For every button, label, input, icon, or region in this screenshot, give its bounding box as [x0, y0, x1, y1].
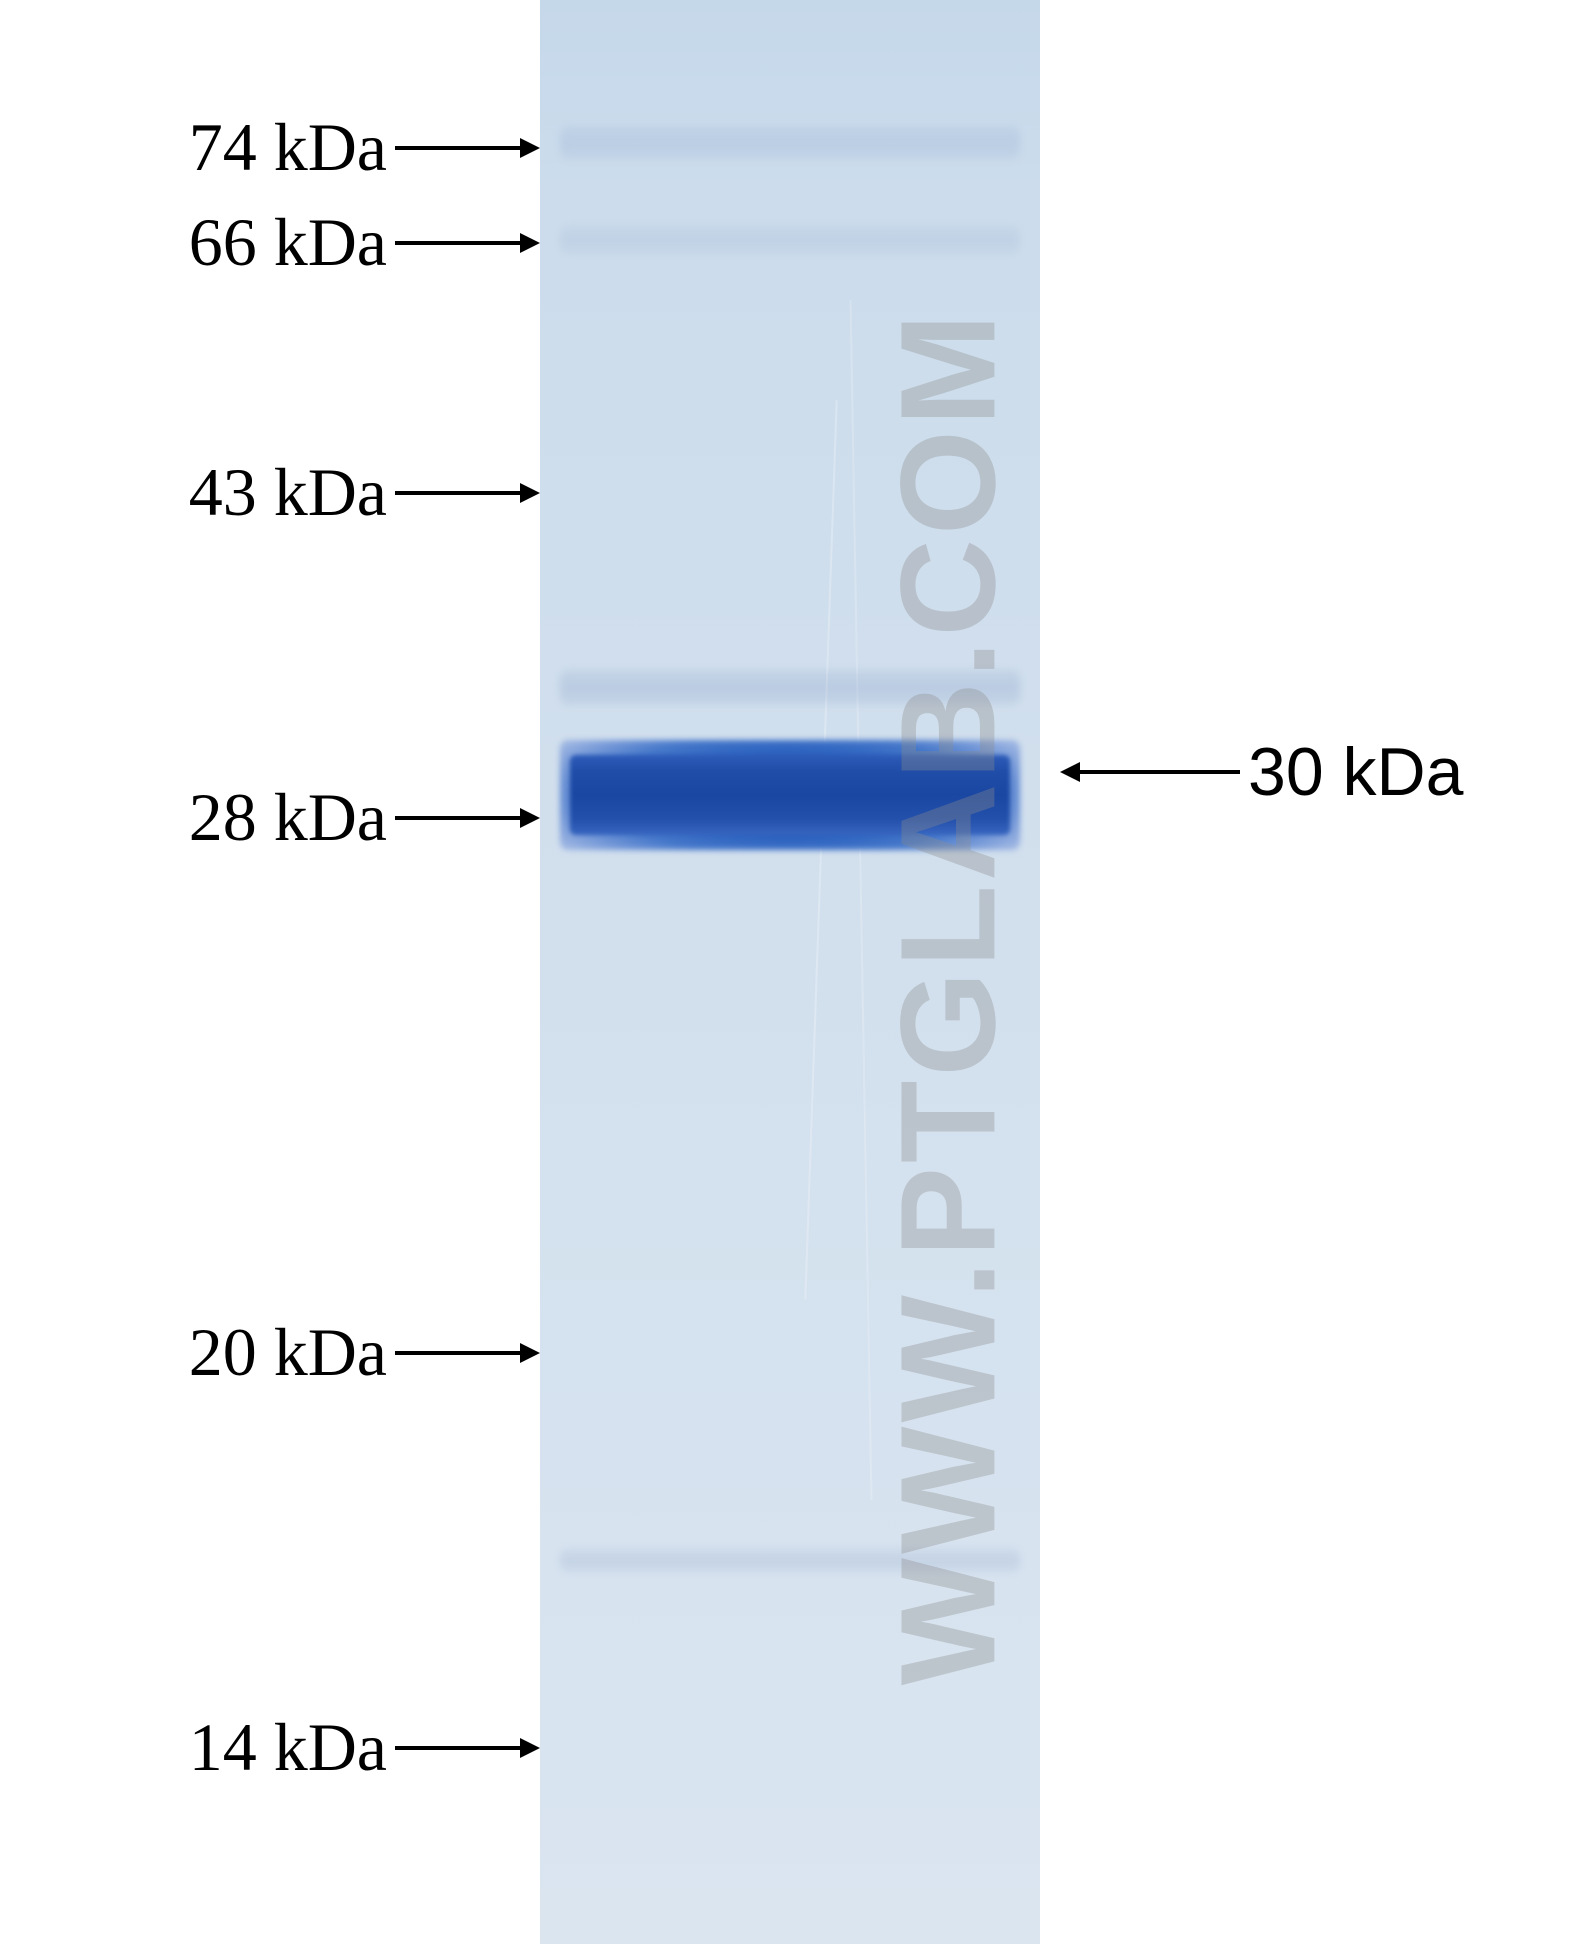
- arrow-right-icon: [395, 475, 540, 511]
- gel-lane-container: [540, 0, 1040, 1944]
- gel-band-main-core: [570, 755, 1010, 835]
- gel-band-faint-above-main: [560, 670, 1020, 705]
- arrow-right-icon: [395, 800, 540, 836]
- marker-28kda: 28 kDa: [110, 778, 540, 857]
- gel-band-faint-low: [560, 1548, 1020, 1573]
- marker-74kda: 74 kDa: [110, 108, 540, 187]
- gel-lane-background: [540, 0, 1040, 1944]
- marker-label-74kda: 74 kDa: [189, 108, 387, 187]
- arrow-right-icon: [395, 130, 540, 166]
- marker-label-14kda: 14 kDa: [189, 1708, 387, 1787]
- marker-label-28kda: 28 kDa: [189, 778, 387, 857]
- arrow-left-icon: [1060, 754, 1240, 790]
- marker-label-20kda: 20 kDa: [189, 1313, 387, 1392]
- marker-43kda: 43 kDa: [110, 453, 540, 532]
- gel-band-faint-66kda: [560, 225, 1020, 255]
- gel-band-faint-74kda: [560, 125, 1020, 160]
- marker-30kda-target: 30 kDa: [1060, 733, 1463, 811]
- marker-20kda: 20 kDa: [110, 1313, 540, 1392]
- marker-label-66kda: 66 kDa: [189, 203, 387, 282]
- marker-14kda: 14 kDa: [110, 1708, 540, 1787]
- marker-label-43kda: 43 kDa: [189, 453, 387, 532]
- arrow-right-icon: [395, 225, 540, 261]
- arrow-right-icon: [395, 1335, 540, 1371]
- marker-66kda: 66 kDa: [110, 203, 540, 282]
- marker-label-30kda: 30 kDa: [1248, 733, 1463, 811]
- arrow-right-icon: [395, 1730, 540, 1766]
